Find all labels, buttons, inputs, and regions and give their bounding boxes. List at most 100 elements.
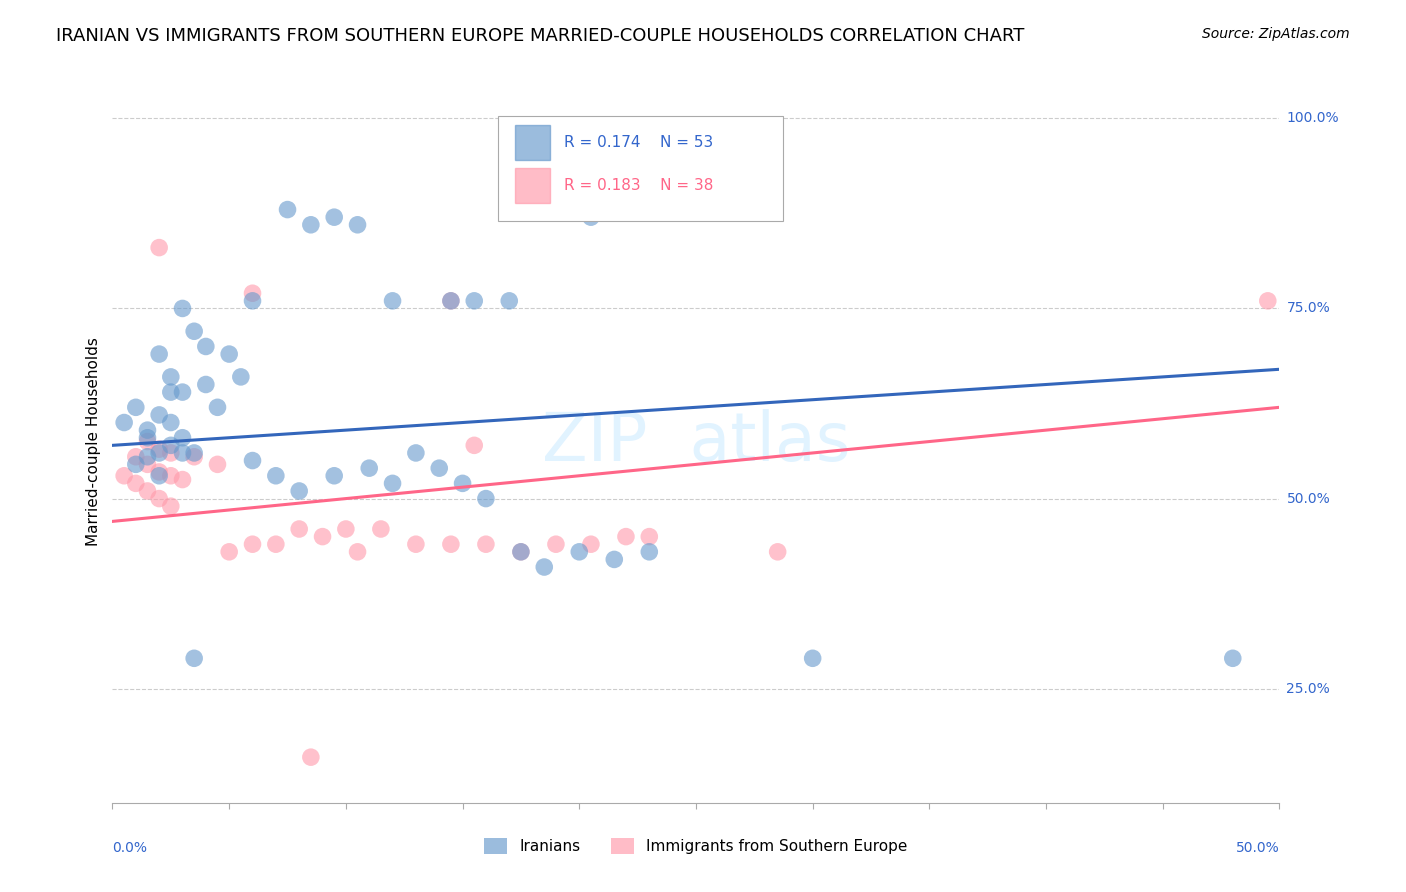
- Point: [242, 453, 264, 467]
- Point: [172, 473, 194, 487]
- Point: [194, 339, 217, 353]
- Point: [568, 545, 591, 559]
- Point: [148, 468, 170, 483]
- Point: [603, 552, 626, 566]
- Point: [172, 446, 194, 460]
- FancyBboxPatch shape: [515, 125, 550, 160]
- Point: [381, 293, 404, 308]
- FancyBboxPatch shape: [498, 117, 783, 221]
- Point: [148, 241, 170, 255]
- Point: [509, 545, 531, 559]
- Point: [148, 446, 170, 460]
- Point: [183, 450, 205, 464]
- Point: [148, 408, 170, 422]
- Point: [299, 218, 322, 232]
- Point: [288, 522, 311, 536]
- Point: [346, 545, 368, 559]
- Text: ZIP  atlas: ZIP atlas: [541, 409, 851, 475]
- Point: [405, 537, 427, 551]
- Point: [766, 545, 789, 559]
- Point: [638, 530, 661, 544]
- Point: [160, 416, 183, 430]
- Point: [475, 537, 498, 551]
- Point: [451, 476, 474, 491]
- Point: [136, 450, 159, 464]
- Point: [183, 651, 205, 665]
- Point: [579, 210, 602, 224]
- Point: [172, 431, 194, 445]
- Point: [323, 210, 346, 224]
- Text: R = 0.174    N = 53: R = 0.174 N = 53: [564, 135, 713, 150]
- Point: [311, 530, 333, 544]
- Point: [405, 446, 427, 460]
- Point: [160, 468, 183, 483]
- Point: [463, 438, 485, 452]
- Point: [160, 446, 183, 460]
- Point: [359, 461, 381, 475]
- Point: [440, 293, 463, 308]
- Point: [299, 750, 322, 764]
- Point: [801, 651, 824, 665]
- Text: Source: ZipAtlas.com: Source: ZipAtlas.com: [1202, 27, 1350, 41]
- Text: 75.0%: 75.0%: [1286, 301, 1330, 316]
- Text: IRANIAN VS IMMIGRANTS FROM SOUTHERN EUROPE MARRIED-COUPLE HOUSEHOLDS CORRELATION: IRANIAN VS IMMIGRANTS FROM SOUTHERN EURO…: [56, 27, 1025, 45]
- Point: [183, 324, 205, 338]
- Point: [440, 293, 463, 308]
- Point: [579, 537, 602, 551]
- Point: [509, 545, 531, 559]
- Point: [148, 465, 170, 479]
- Text: R = 0.183    N = 38: R = 0.183 N = 38: [564, 178, 713, 194]
- Point: [370, 522, 392, 536]
- Point: [160, 370, 183, 384]
- Point: [335, 522, 357, 536]
- Point: [264, 537, 287, 551]
- Text: 50.0%: 50.0%: [1236, 841, 1279, 855]
- Point: [242, 286, 264, 301]
- Point: [242, 293, 264, 308]
- Point: [125, 401, 148, 415]
- Point: [276, 202, 298, 217]
- Point: [638, 545, 661, 559]
- Point: [427, 461, 450, 475]
- Point: [148, 347, 170, 361]
- Point: [125, 458, 148, 472]
- Point: [218, 347, 240, 361]
- Point: [136, 423, 159, 437]
- Point: [136, 434, 159, 449]
- Point: [229, 370, 252, 384]
- Point: [242, 537, 264, 551]
- Point: [1257, 293, 1279, 308]
- Text: 100.0%: 100.0%: [1286, 112, 1339, 125]
- Text: 50.0%: 50.0%: [1286, 491, 1330, 506]
- FancyBboxPatch shape: [515, 169, 550, 203]
- Point: [463, 293, 485, 308]
- Point: [218, 545, 240, 559]
- Point: [112, 416, 135, 430]
- Point: [475, 491, 498, 506]
- Point: [112, 468, 135, 483]
- Y-axis label: Married-couple Households: Married-couple Households: [86, 337, 101, 546]
- Point: [381, 476, 404, 491]
- Text: 0.0%: 0.0%: [112, 841, 148, 855]
- Point: [264, 468, 287, 483]
- Point: [194, 377, 217, 392]
- Point: [346, 218, 368, 232]
- Point: [207, 401, 229, 415]
- Point: [160, 385, 183, 400]
- Text: 25.0%: 25.0%: [1286, 681, 1330, 696]
- Point: [125, 450, 148, 464]
- Legend: Iranians, Immigrants from Southern Europe: Iranians, Immigrants from Southern Europ…: [478, 832, 914, 860]
- Point: [1222, 651, 1244, 665]
- Point: [183, 446, 205, 460]
- Point: [148, 442, 170, 457]
- Point: [323, 468, 346, 483]
- Point: [148, 491, 170, 506]
- Point: [498, 293, 520, 308]
- Point: [440, 537, 463, 551]
- Point: [172, 385, 194, 400]
- Point: [136, 431, 159, 445]
- Point: [614, 530, 637, 544]
- Point: [544, 537, 567, 551]
- Point: [533, 560, 555, 574]
- Point: [136, 483, 159, 498]
